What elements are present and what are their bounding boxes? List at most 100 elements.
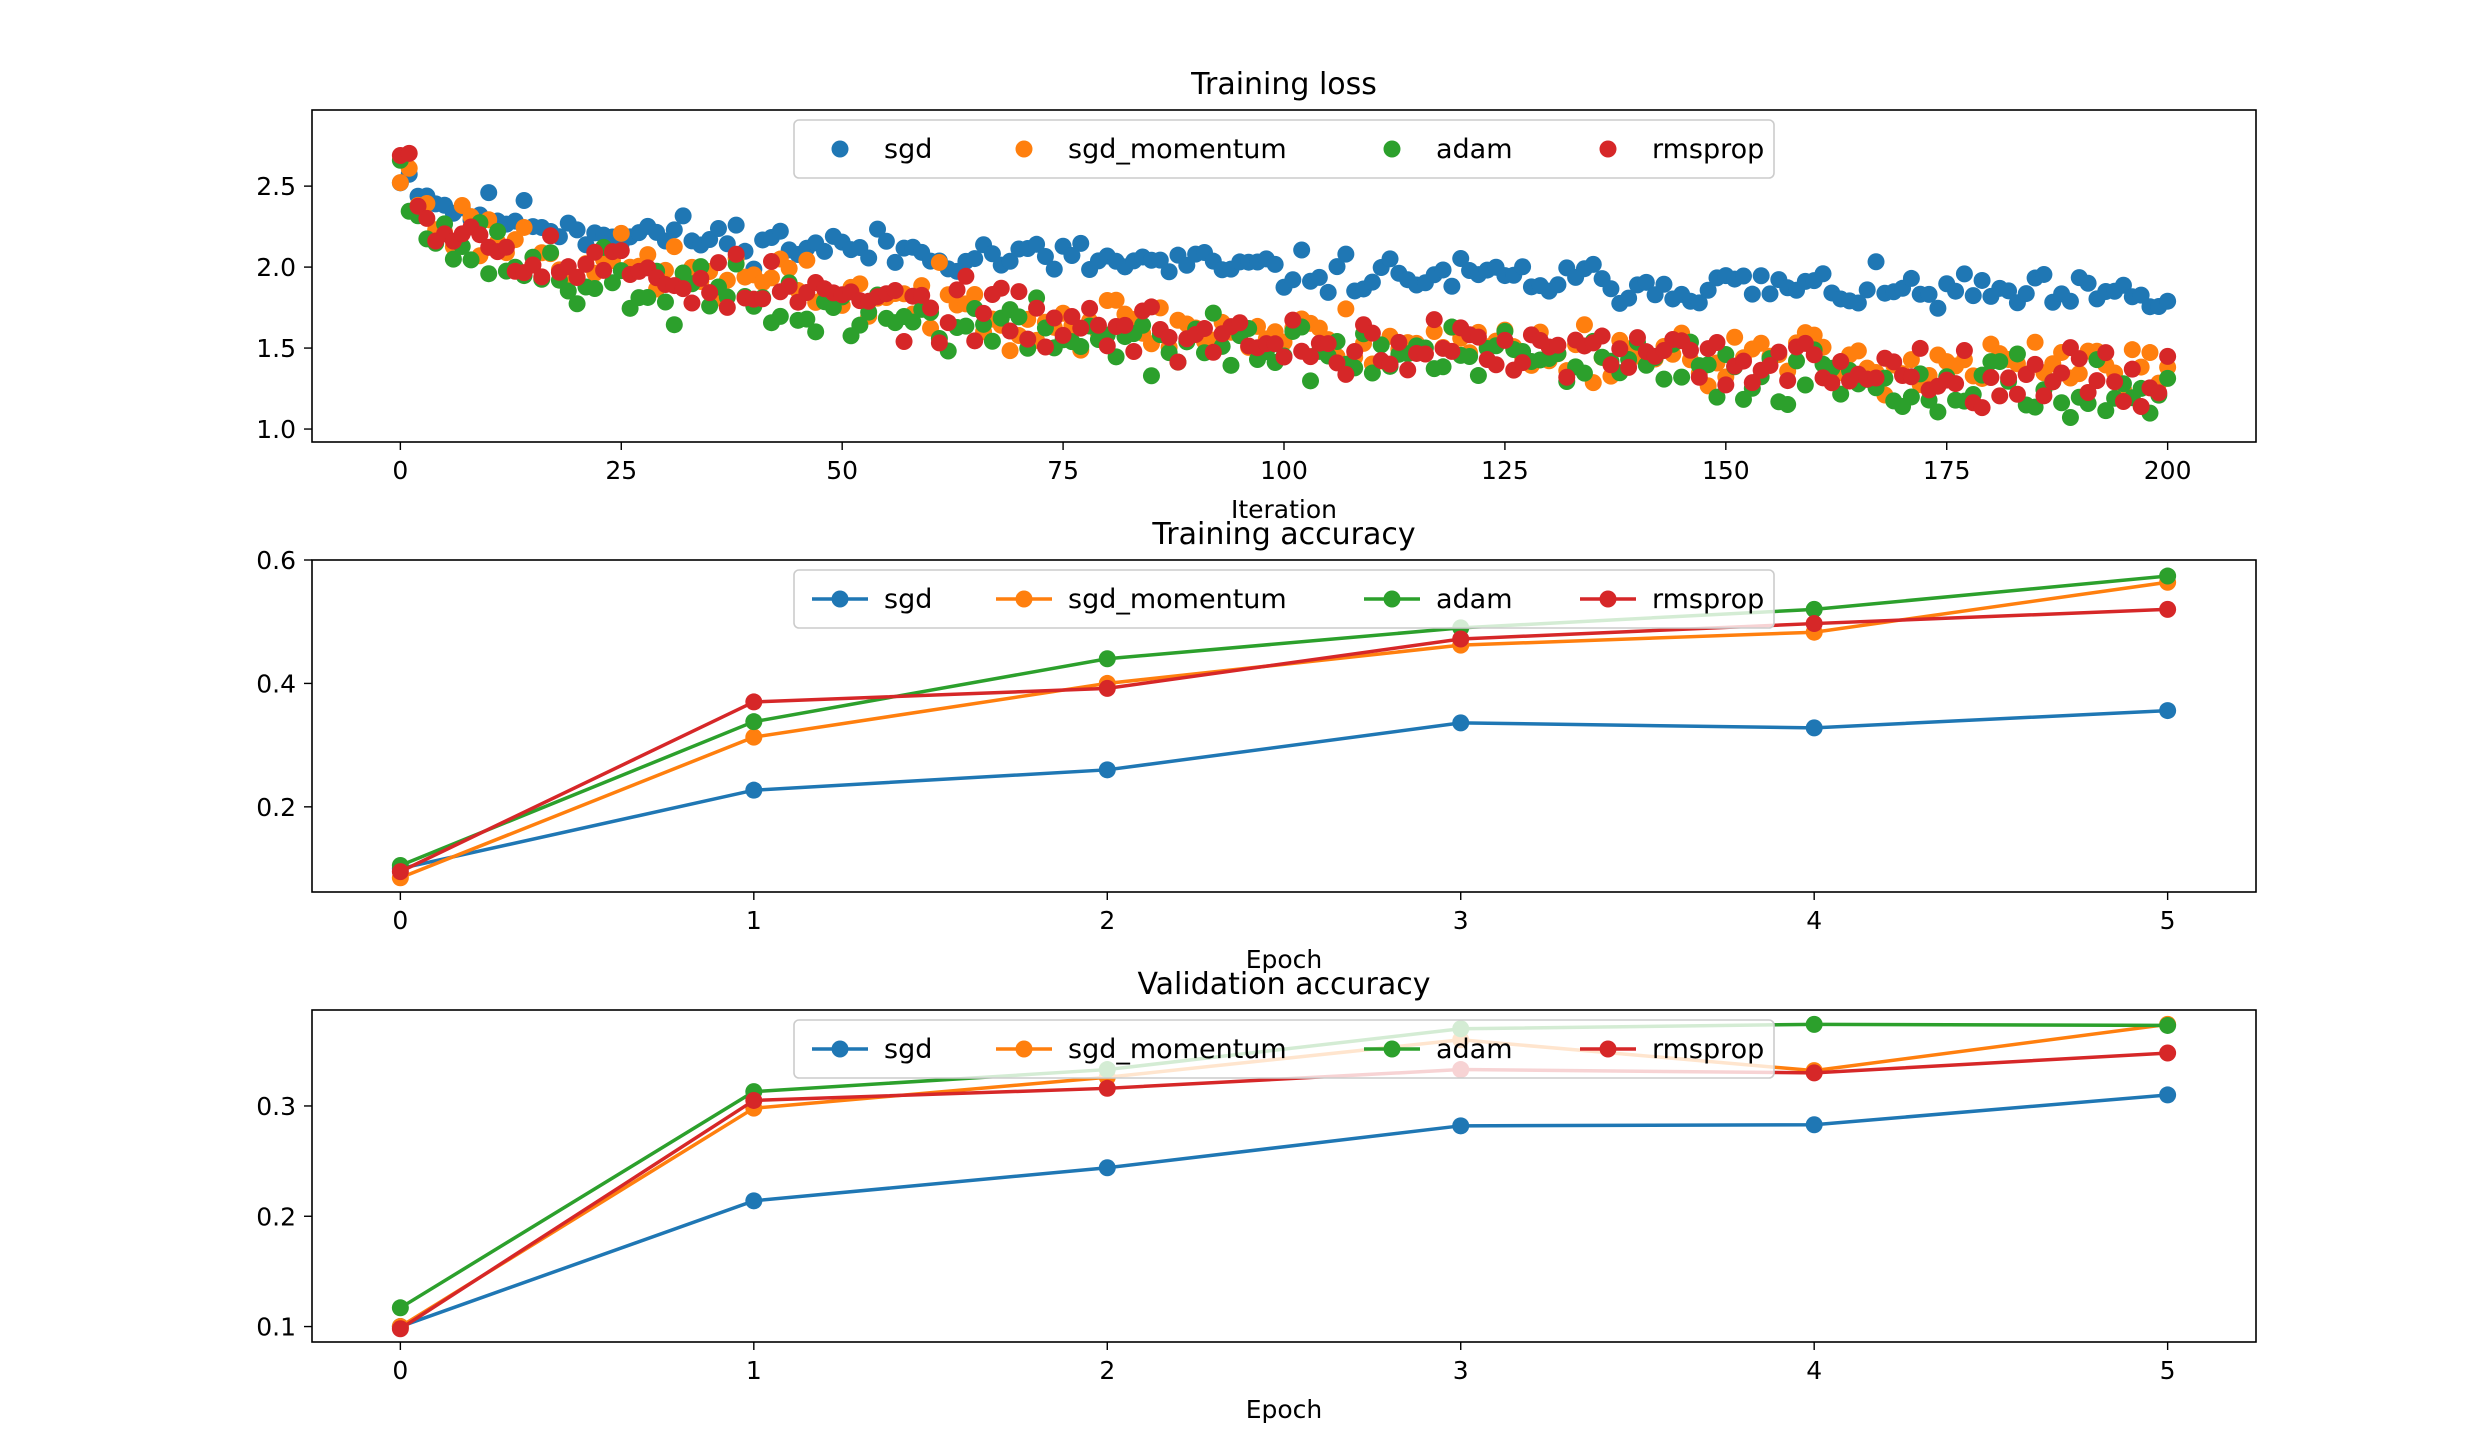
loss-point-adam: [1142, 367, 1160, 385]
training-accuracy-ytick-label: 0.4: [256, 669, 296, 698]
loss-point-sgd: [1284, 271, 1302, 289]
loss-point-adam: [1929, 403, 1947, 421]
loss-point-rmsprop: [1867, 369, 1885, 387]
training-loss-xtick-label: 0: [392, 456, 408, 485]
loss-point-rmsprop: [948, 281, 966, 299]
loss-point-sgd: [1001, 252, 1019, 270]
loss-point-rmsprop: [674, 280, 692, 298]
loss-point-rmsprop: [2106, 373, 2124, 391]
training-accuracy-line-rmsprop: [399, 607, 2168, 874]
loss-point-sgd: [1752, 267, 1770, 285]
loss-point-sgd: [1655, 275, 1673, 293]
loss-point-rmsprop: [1063, 308, 1081, 326]
loss-point-adam: [1673, 368, 1691, 386]
loss-point-sgd: [1955, 265, 1973, 283]
loss-point-sgd_momentum: [1310, 319, 1328, 337]
validation-accuracy-line-sgd: [399, 1093, 2168, 1329]
training-accuracy-xtick-label: 5: [2160, 906, 2176, 935]
loss-point-adam: [1575, 364, 1593, 382]
validation-accuracy-point-adam: [2159, 1016, 2177, 1034]
validation-accuracy-point-sgd: [1452, 1117, 1470, 1135]
loss-point-sgd: [1363, 273, 1381, 291]
loss-point-rmsprop: [1487, 356, 1505, 374]
loss-point-rmsprop: [586, 243, 604, 261]
loss-point-sgd: [771, 222, 789, 240]
loss-point-sgd_momentum: [2123, 341, 2141, 359]
training-loss-legend-marker-sgd: [831, 140, 849, 158]
training-accuracy-point-rmsprop: [1805, 615, 1823, 633]
loss-point-rmsprop: [1036, 338, 1054, 356]
training-loss-legend: sgd sgd_momentum adam rmsprop: [793, 119, 1775, 179]
loss-point-rmsprop: [922, 299, 940, 317]
training-loss-legend-label-sgd_momentum: sgd_momentum: [1068, 134, 1287, 165]
loss-point-rmsprop: [1231, 314, 1249, 332]
validation-accuracy-point-sgd: [1098, 1159, 1116, 1177]
loss-point-sgd: [1151, 251, 1169, 269]
loss-point-rmsprop: [1125, 342, 1143, 360]
validation-accuracy-point-sgd: [2159, 1086, 2177, 1104]
loss-point-sgd: [1549, 276, 1567, 294]
validation-accuracy-point-rmsprop: [1805, 1064, 1823, 1082]
loss-point-sgd: [1443, 277, 1461, 295]
training-accuracy-point-sgd: [1805, 719, 1823, 737]
loss-point-rmsprop: [1743, 374, 1761, 392]
loss-point-sgd: [816, 242, 834, 260]
training-loss-xtick-label: 25: [605, 456, 637, 485]
loss-point-rmsprop: [1628, 329, 1646, 347]
loss-point-rmsprop: [2026, 355, 2044, 373]
loss-point-sgd: [1045, 260, 1063, 278]
training-accuracy-legend-label-sgd: sgd: [884, 584, 932, 615]
loss-point-adam: [1461, 347, 1479, 365]
loss-point-rmsprop: [1708, 334, 1726, 352]
loss-point-rmsprop: [1602, 356, 1620, 374]
loss-point-rmsprop: [1805, 346, 1823, 364]
loss-point-rmsprop: [409, 197, 427, 215]
loss-point-adam: [2053, 394, 2071, 412]
loss-point-rmsprop: [542, 227, 560, 245]
loss-point-sgd: [886, 253, 904, 271]
loss-point-rmsprop: [1381, 355, 1399, 373]
loss-point-rmsprop: [1363, 324, 1381, 342]
loss-point-sgd: [1452, 250, 1470, 268]
loss-point-adam: [444, 250, 462, 268]
loss-point-rmsprop: [966, 332, 984, 350]
validation-accuracy-point-adam: [391, 1299, 409, 1317]
loss-point-rmsprop: [1045, 309, 1063, 327]
loss-point-adam: [1010, 308, 1028, 326]
loss-point-sgd_momentum: [1337, 300, 1355, 318]
loss-point-sgd: [2035, 265, 2053, 283]
loss-point-rmsprop: [595, 261, 613, 279]
loss-point-sgd: [1584, 255, 1602, 273]
loss-point-rmsprop: [727, 245, 745, 263]
validation-accuracy-point-rmsprop: [391, 1320, 409, 1338]
training-accuracy-point-adam: [745, 713, 763, 731]
loss-point-adam: [1991, 353, 2009, 371]
validation-accuracy-title: Validation accuracy: [1137, 967, 1430, 1002]
loss-point-sgd_momentum: [798, 251, 816, 269]
training-accuracy-point-adam: [1098, 650, 1116, 668]
loss-point-sgd: [1620, 289, 1638, 307]
loss-point-adam: [1302, 372, 1320, 390]
validation-accuracy-point-rmsprop: [2159, 1044, 2177, 1062]
training-loss-legend-marker-sgd_momentum: [1015, 140, 1033, 158]
training-accuracy-point-rmsprop: [2159, 600, 2177, 618]
loss-point-rmsprop: [1116, 316, 1134, 334]
loss-point-sgd: [709, 220, 727, 238]
loss-point-rmsprop: [683, 294, 701, 312]
loss-point-adam: [2159, 369, 2177, 387]
loss-point-rmsprop: [762, 252, 780, 270]
loss-point-sgd: [983, 245, 1001, 263]
loss-point-sgd: [1514, 258, 1532, 276]
training-accuracy-line-adam: [399, 574, 2168, 868]
validation-accuracy-xtick-label: 2: [1099, 1356, 1115, 1385]
loss-point-rmsprop: [1955, 342, 1973, 360]
loss-point-rmsprop: [1761, 356, 1779, 374]
training-accuracy-point-sgd: [1098, 761, 1116, 779]
loss-point-rmsprop: [895, 333, 913, 351]
loss-point-sgd: [1036, 248, 1054, 266]
validation-accuracy-legend-marker-rmsprop: [1599, 1040, 1617, 1058]
training-accuracy-line-sgd: [399, 708, 2168, 871]
loss-point-sgd: [1929, 299, 1947, 317]
loss-point-adam: [1717, 345, 1735, 363]
loss-point-adam: [1902, 388, 1920, 406]
